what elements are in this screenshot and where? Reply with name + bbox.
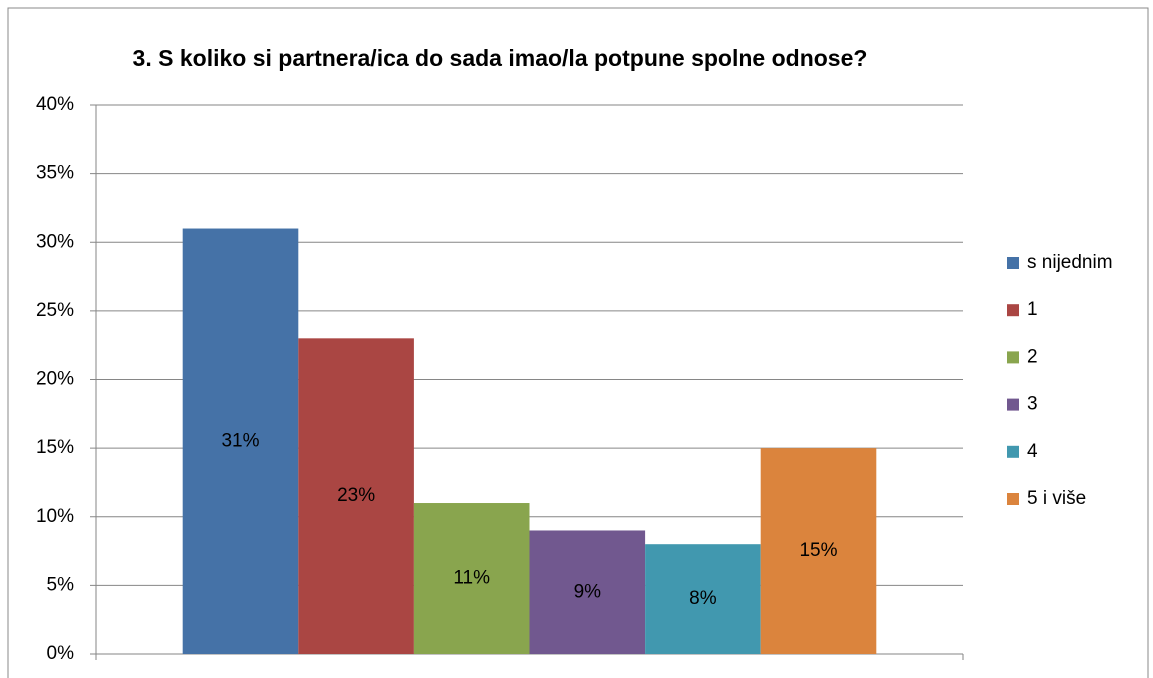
data-label: 11% (453, 568, 490, 589)
chart-title: 3. S koliko si partnera/ica do sada imao… (133, 45, 868, 71)
y-tick-label: 20% (36, 369, 74, 390)
legend-swatch (1007, 398, 1019, 411)
data-label: 9% (574, 581, 602, 602)
y-tick-label: 15% (36, 437, 74, 458)
y-tick-label: 10% (36, 506, 74, 527)
legend-swatch (1007, 493, 1019, 505)
bar (298, 338, 414, 654)
legend-label: 2 (1027, 346, 1038, 367)
legend-swatch (1007, 445, 1019, 458)
bar (645, 544, 761, 654)
y-tick-label: 0% (47, 643, 75, 664)
data-label: 31% (221, 430, 259, 451)
legend-label: 5 i više (1027, 488, 1086, 509)
data-label: 23% (337, 485, 375, 506)
y-tick-label: 40% (36, 94, 74, 115)
legend-swatch (1007, 351, 1019, 364)
data-label: 15% (799, 540, 837, 561)
legend-label: s nijednim (1027, 252, 1113, 273)
y-tick-label: 5% (47, 574, 75, 595)
legend-label: 3 (1027, 394, 1038, 415)
legend-label: 4 (1027, 441, 1038, 462)
bar (182, 228, 299, 654)
y-tick-label: 30% (36, 231, 74, 252)
bar (760, 448, 877, 654)
y-tick-label: 35% (36, 163, 74, 184)
bar (529, 530, 646, 654)
legend-swatch (1007, 304, 1019, 317)
bar (413, 503, 530, 654)
data-label: 8% (689, 588, 717, 609)
legend-label: 1 (1027, 299, 1038, 320)
y-tick-label: 25% (36, 300, 74, 321)
legend-swatch (1007, 257, 1019, 269)
chart-border (7, 7, 1149, 678)
